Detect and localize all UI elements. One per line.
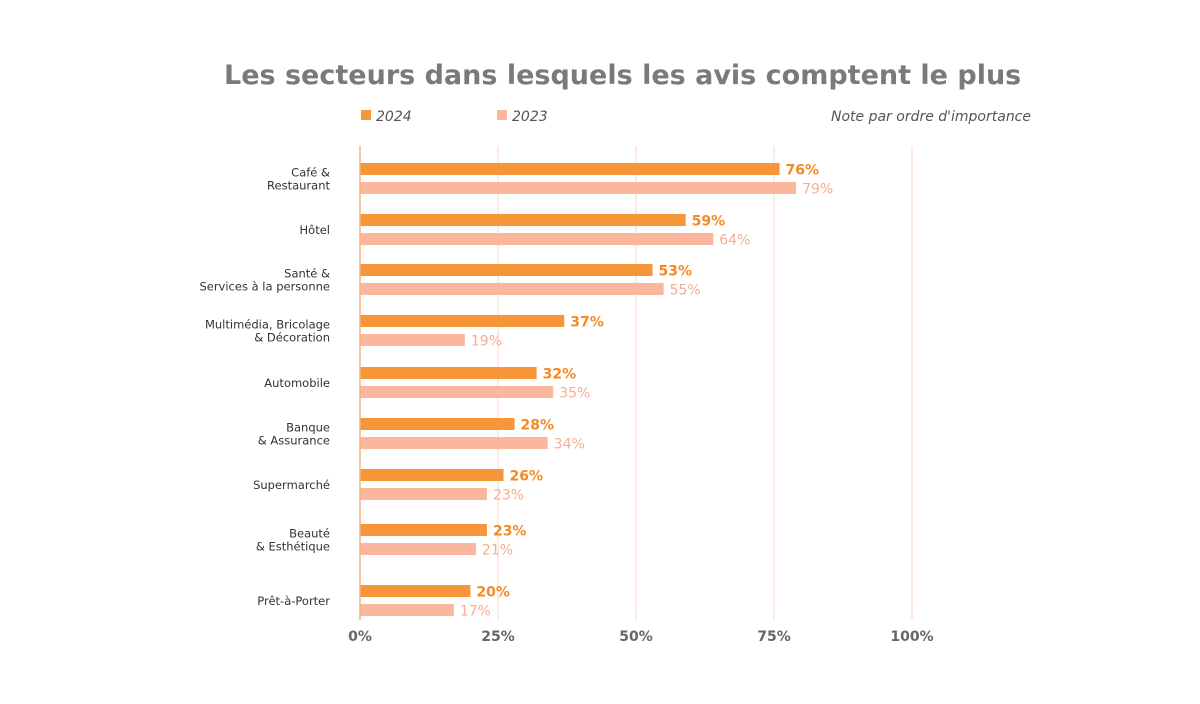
- category-label: Beauté: [289, 527, 330, 541]
- data-label-2024: 37%: [570, 315, 604, 331]
- chart-note: Note par ordre d'importance: [831, 109, 1031, 125]
- x-tick-label: 50%: [619, 629, 653, 645]
- data-label-2023: 23%: [493, 488, 524, 504]
- bar-2024: [360, 214, 686, 226]
- data-label-2024: 32%: [543, 367, 577, 383]
- bar-2024: [360, 367, 537, 379]
- bar-2024: [360, 469, 504, 481]
- category-label: Prêt-à-Porter: [257, 594, 330, 608]
- bar-2024: [360, 585, 471, 597]
- bar-2023: [360, 543, 476, 555]
- legend-swatch-2023: [497, 110, 507, 120]
- bar-2023: [360, 182, 797, 194]
- data-label-2024: 53%: [659, 264, 693, 280]
- data-label-2024: 26%: [510, 469, 544, 485]
- bar-2024: [360, 524, 487, 536]
- data-label-2023: 55%: [670, 283, 701, 299]
- x-tick-label: 75%: [757, 629, 791, 645]
- legend-swatch-2024: [361, 110, 371, 120]
- bar-2023: [360, 604, 454, 616]
- category-label: & Assurance: [258, 434, 330, 448]
- category-label: & Esthétique: [256, 540, 330, 554]
- category-label: Santé &: [284, 267, 330, 281]
- bar-2023: [360, 283, 664, 295]
- bar-2024: [360, 264, 653, 276]
- category-label: Multimédia, Bricolage: [205, 318, 330, 332]
- legend-label-2024: 2024: [376, 109, 412, 125]
- data-label-2024: 76%: [786, 163, 820, 179]
- data-label-2023: 21%: [482, 543, 513, 559]
- x-tick-label: 100%: [890, 629, 933, 645]
- data-label-2023: 19%: [471, 334, 502, 350]
- data-label-2023: 17%: [460, 604, 491, 620]
- bar-2023: [360, 488, 487, 500]
- category-label: Supermarché: [253, 478, 330, 492]
- data-label-2024: 20%: [476, 585, 510, 601]
- bar-2023: [360, 386, 554, 398]
- category-label: Automobile: [264, 376, 330, 390]
- chart-title: Les secteurs dans lesquels les avis comp…: [224, 60, 1021, 91]
- bar-2024: [360, 315, 565, 327]
- data-label-2023: 35%: [559, 386, 590, 402]
- bar-2024: [360, 418, 515, 430]
- bar-2023: [360, 233, 714, 245]
- x-tick-label: 0%: [348, 629, 372, 645]
- bar-2024: [360, 163, 780, 175]
- data-label-2024: 28%: [521, 418, 555, 434]
- x-tick-label: 25%: [481, 629, 515, 645]
- data-label-2023: 64%: [719, 233, 750, 249]
- category-label: Services à la personne: [199, 280, 330, 294]
- category-label: Restaurant: [267, 179, 330, 193]
- bar-2023: [360, 334, 465, 346]
- category-label: Hôtel: [300, 223, 330, 237]
- category-label: Café &: [291, 166, 330, 180]
- category-label: & Décoration: [254, 331, 330, 345]
- data-label-2024: 23%: [493, 524, 527, 540]
- category-label: Banque: [286, 421, 330, 435]
- data-label-2024: 59%: [692, 214, 726, 230]
- data-label-2023: 34%: [554, 437, 585, 453]
- legend-label-2023: 2023: [512, 109, 548, 125]
- bar-2023: [360, 437, 548, 449]
- data-label-2023: 79%: [802, 182, 833, 198]
